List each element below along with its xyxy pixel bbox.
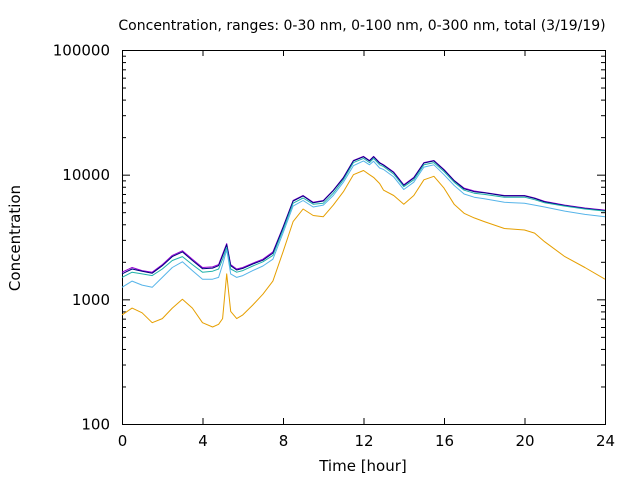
x-axis: 0 4 8 12 16 20 24 [118,50,615,450]
series-line-2 [121,156,606,275]
x-tick-label: 12 [354,432,373,450]
series-line-5 [121,170,606,328]
series-line-4 [121,160,606,288]
y-tick-label: 1000 [72,291,110,309]
series-line-1 [121,155,606,273]
x-tick-label: 20 [515,432,534,450]
x-tick-label: 16 [435,432,454,450]
y-tick-label: 100000 [53,42,110,60]
x-tick-label: 24 [596,432,615,450]
series-line-3 [121,157,606,278]
series-lines [121,155,606,328]
plot-frame [122,50,606,425]
y-tick-label: 10000 [62,166,110,184]
x-axis-label: Time [hour] [318,457,407,475]
y-tick-label: 100 [81,416,110,434]
x-tick-label: 0 [118,432,128,450]
y-axis: 100 1000 10000 100000 [53,42,605,434]
chart-title: Concentration, ranges: 0-30 nm, 0-100 nm… [118,18,605,34]
y-axis-label: Concentration [6,185,24,291]
x-tick-label: 8 [279,432,289,450]
x-tick-label: 4 [198,432,208,450]
